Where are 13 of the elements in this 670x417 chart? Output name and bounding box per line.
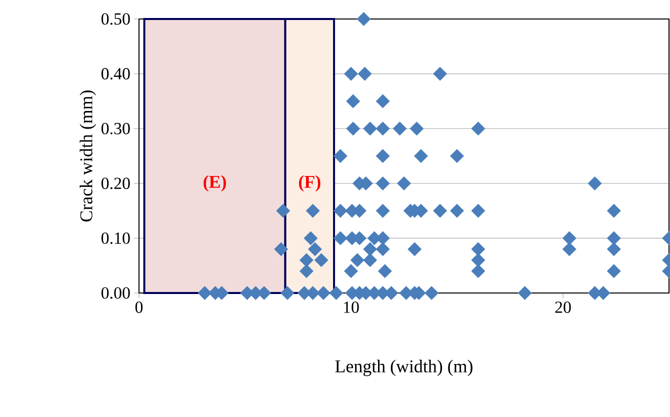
x-axis-title: Length (width) (m) <box>335 360 472 376</box>
y-tick-label: 0.40 <box>101 68 130 80</box>
y-tick-label: 0.00 <box>101 287 130 299</box>
y-tick-label: 0.10 <box>101 232 130 244</box>
band-label: (F) <box>299 175 320 192</box>
x-tick-label: 10 <box>344 302 359 313</box>
x-tick-label: 0 <box>135 302 143 313</box>
y-tick-label: 0.50 <box>101 13 130 25</box>
x-tick-label: 20 <box>555 302 571 313</box>
y-tick-label: 0.30 <box>101 122 130 134</box>
y-axis-title: Crack width (mm) <box>80 90 96 222</box>
band-label: (E) <box>204 175 226 192</box>
y-tick-label: 0.20 <box>101 178 130 190</box>
